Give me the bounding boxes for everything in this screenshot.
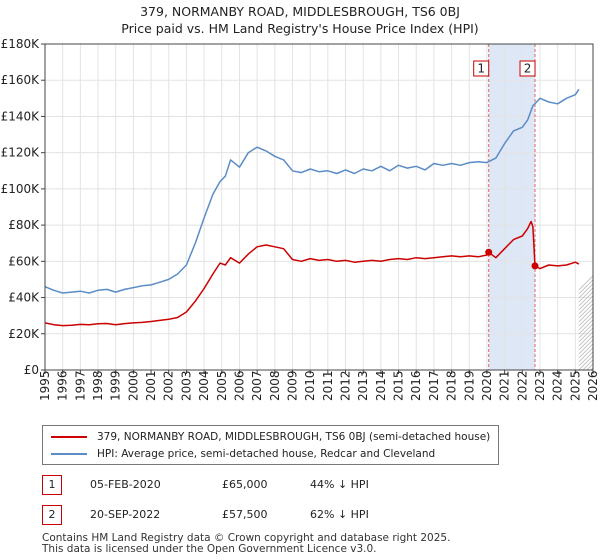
x-tick-label: 2013 — [356, 370, 370, 401]
y-tick-label: £40K — [8, 291, 40, 305]
x-tick-label: 2010 — [303, 370, 317, 401]
plot-frame — [44, 43, 594, 371]
x-tick-label: 2000 — [126, 370, 140, 401]
y-tick-label: £60K — [8, 254, 40, 268]
x-tick-label: 2022 — [515, 370, 529, 401]
sale-marker-label: 1 — [477, 62, 485, 76]
x-tick-label: 2018 — [445, 370, 459, 401]
x-tick-label: 2011 — [321, 370, 335, 401]
x-tick-label: 1999 — [109, 370, 123, 401]
x-tick-label: 2003 — [179, 370, 193, 401]
x-tick-label: 2007 — [250, 370, 264, 401]
x-tick-label: 2001 — [144, 370, 158, 401]
legend: 379, NORMANBY ROAD, MIDDLESBROUGH, TS6 0… — [42, 425, 499, 465]
chart-title-line1: 379, NORMANBY ROAD, MIDDLESBROUGH, TS6 0… — [140, 4, 460, 19]
shaded-period — [488, 44, 536, 370]
x-tick-label: 2012 — [339, 370, 353, 401]
transaction-badge: 2 — [42, 505, 62, 525]
price-chart: 1 2 £0 £20K £40K £60K £80K £100K £120K £140K £160… — [1, 37, 600, 401]
footer-line1: Contains HM Land Registry data © Crown c… — [42, 532, 451, 544]
sale-marker-box — [473, 60, 490, 77]
x-tick-label: 2019 — [462, 370, 476, 401]
hatch-line — [578, 311, 594, 327]
footer-line2: This data is licensed under the Open Gov… — [42, 543, 377, 555]
x-tick-label: 2014 — [374, 370, 388, 401]
x-tick-label: 2025 — [568, 370, 582, 401]
x-tick-label: 2016 — [409, 370, 423, 401]
x-tick-label: 2017 — [427, 370, 441, 401]
hatch-line — [578, 307, 594, 323]
sale-point — [485, 248, 493, 256]
y-tick-label: £140K — [1, 109, 41, 123]
transaction-hpi-diff: 44% ↓ HPI — [310, 478, 369, 491]
x-tick-label: 2008 — [268, 370, 282, 401]
x-tick-label: 1996 — [56, 370, 70, 401]
y-tick-label: £20K — [8, 327, 40, 341]
x-tick-label: 2020 — [480, 370, 494, 401]
chart-title: 379, NORMANBY ROAD, MIDDLESBROUGH, TS6 0… — [0, 3, 600, 37]
transaction-date: 05-FEB-2020 — [90, 478, 161, 491]
hatch-line — [578, 315, 594, 331]
x-tick-label: 1998 — [91, 370, 105, 401]
hatch-line — [578, 303, 594, 319]
y-tick-label: £160K — [1, 73, 41, 87]
x-tick-label: 2015 — [392, 370, 406, 401]
sale-marker-box — [519, 60, 536, 77]
x-tick-label: 2021 — [498, 370, 512, 401]
hatch-line — [595, 44, 600, 370]
hatch-line — [578, 319, 594, 335]
y-tick-label: £120K — [1, 146, 41, 160]
legend-swatch-property — [51, 436, 87, 438]
series-line-hpi — [44, 88, 580, 294]
x-tick-label: 2002 — [162, 370, 176, 401]
hatch-line — [578, 339, 594, 355]
x-tick-label: 1997 — [73, 370, 87, 401]
transaction-price: £57,500 — [222, 508, 268, 521]
transaction-hpi-diff: 62% ↓ HPI — [310, 508, 369, 521]
x-tick-label: 2024 — [551, 370, 565, 401]
hatch-line — [578, 355, 594, 370]
sale-point — [531, 262, 539, 270]
x-tick-label: 2009 — [285, 370, 299, 401]
sale-marker-label: 2 — [524, 62, 532, 76]
x-tick-label: 2023 — [533, 370, 547, 401]
x-tick-label: 2005 — [215, 370, 229, 401]
transaction-price: £65,000 — [222, 478, 268, 491]
y-tick-label: £80K — [8, 218, 40, 232]
x-tick-label: 1995 — [38, 370, 52, 401]
y-tick-label: £180K — [1, 37, 41, 51]
y-tick-label: £100K — [1, 182, 41, 196]
chart-title-line2: Price paid vs. HM Land Registry's House … — [121, 21, 479, 36]
x-tick-label: 2026 — [586, 370, 600, 401]
legend-label-hpi: HPI: Average price, semi-detached house,… — [97, 448, 436, 460]
legend-label-property: 379, NORMANBY ROAD, MIDDLESBROUGH, TS6 0… — [97, 431, 491, 443]
y-tick-label: £0 — [24, 363, 39, 377]
x-tick-label: 2006 — [232, 370, 246, 401]
transaction-date: 20-SEP-2022 — [90, 508, 161, 521]
series-line-property — [44, 220, 580, 327]
transaction-badge: 1 — [42, 475, 62, 495]
legend-swatch-hpi — [51, 453, 87, 455]
footer: Contains HM Land Registry data © Crown c… — [42, 533, 582, 555]
x-tick-label: 2004 — [197, 370, 211, 401]
